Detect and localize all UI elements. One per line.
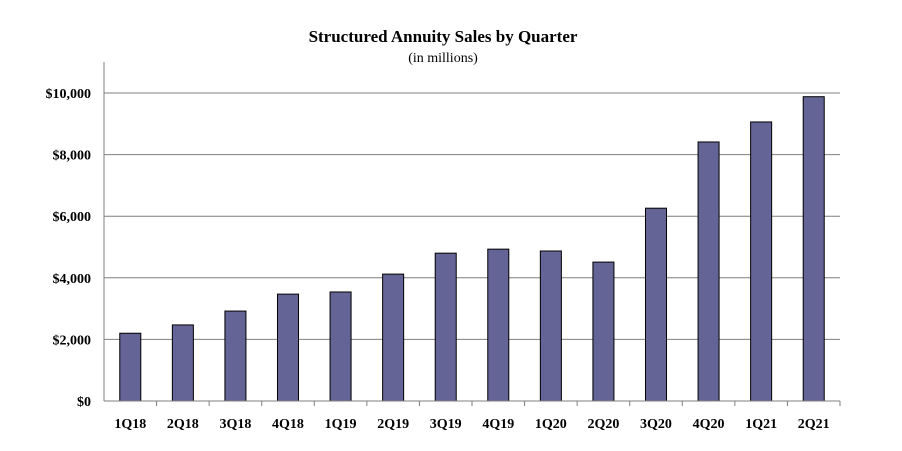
y-tick-label: $2,000 [53, 333, 92, 348]
x-tick-label: 3Q18 [219, 417, 251, 432]
bar-2q21 [802, 96, 825, 402]
bar-1q19 [329, 291, 352, 402]
chart-title: Structured Annuity Sales by Quarter [309, 27, 578, 46]
x-tick-label: 3Q20 [640, 417, 672, 432]
bar-4q20 [697, 141, 720, 402]
gridlines [104, 92, 840, 340]
y-tick-label: $6,000 [53, 210, 92, 225]
x-tick-label: 1Q20 [535, 417, 567, 432]
x-tick-label: 4Q19 [482, 417, 514, 432]
x-tick-label: 4Q18 [272, 417, 304, 432]
bars [119, 96, 825, 402]
y-tick-label: $8,000 [53, 149, 92, 164]
bar-1q20 [539, 250, 562, 402]
bar-2q18 [171, 324, 194, 402]
x-tick-label: 3Q19 [430, 417, 462, 432]
bar-3q19 [434, 252, 457, 402]
x-tick-label: 4Q20 [693, 417, 725, 432]
x-tick-label: 2Q19 [377, 417, 409, 432]
bar-4q19 [487, 248, 510, 402]
x-tick-label: 1Q19 [325, 417, 357, 432]
y-tick-label: $0 [77, 395, 91, 410]
x-tick-label: 2Q21 [798, 417, 830, 432]
x-tick-label: 2Q18 [167, 417, 199, 432]
bar-2q20 [592, 261, 615, 402]
bar-3q20 [644, 207, 668, 402]
bar-1q18 [119, 332, 142, 402]
bar-3q18 [224, 310, 247, 402]
y-tick-labels: $0 $2,000 $4,000 $6,000 $8,000 $10,000 [46, 87, 92, 410]
chart-subtitle: (in millions) [408, 51, 478, 66]
x-tick-labels: 1Q18 2Q18 3Q18 4Q18 1Q19 2Q19 3Q19 4Q19 1Q20 2Q20… [114, 417, 829, 432]
x-tick-label: 1Q21 [745, 417, 777, 432]
bar-1q21 [750, 121, 773, 402]
bar-4q18 [276, 293, 300, 402]
y-tick-label: $10,000 [46, 87, 92, 102]
bar-2q19 [382, 273, 405, 402]
axes [103, 62, 841, 406]
x-tick-label: 1Q18 [114, 417, 146, 432]
y-tick-label: $4,000 [53, 272, 92, 287]
x-tick-label: 2Q20 [587, 417, 619, 432]
